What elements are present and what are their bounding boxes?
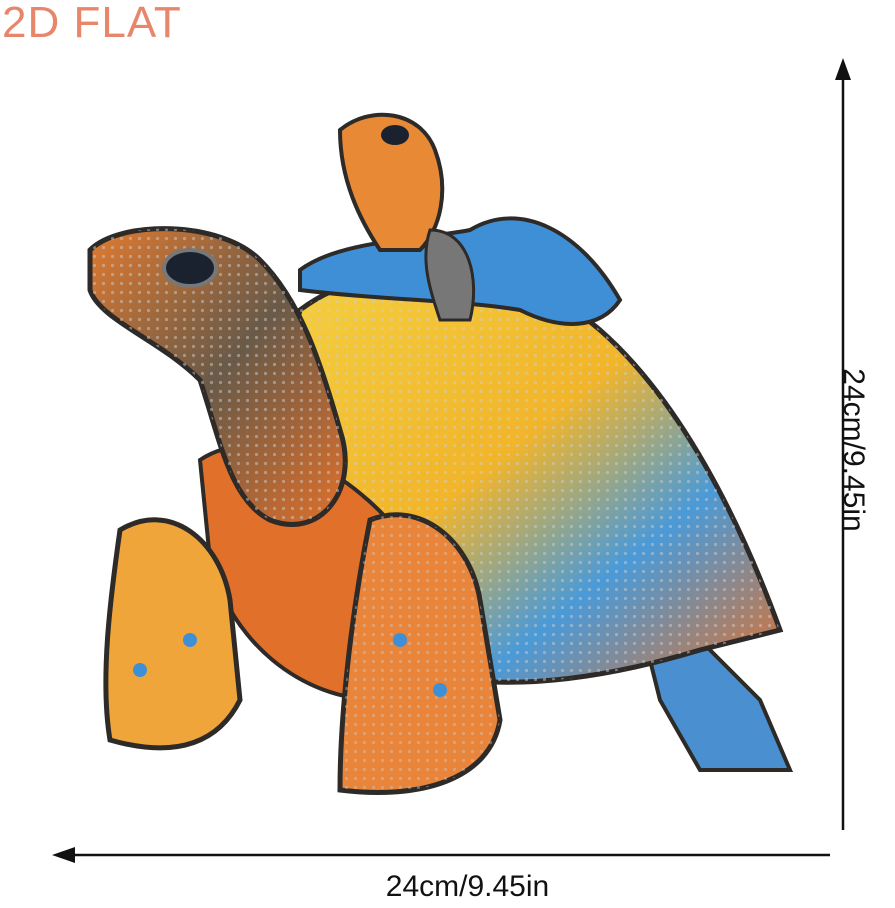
vertical-dimension-arrow [835,58,851,830]
product-type-label: 2D FLAT [2,0,182,47]
baby-turtle [298,112,623,326]
width-dimension-label: 24cm/9.45in [385,870,550,903]
big-turtle [87,226,794,795]
height-dimension-label: 24cm/9.45in [837,368,870,532]
horizontal-dimension-arrow [52,847,830,863]
